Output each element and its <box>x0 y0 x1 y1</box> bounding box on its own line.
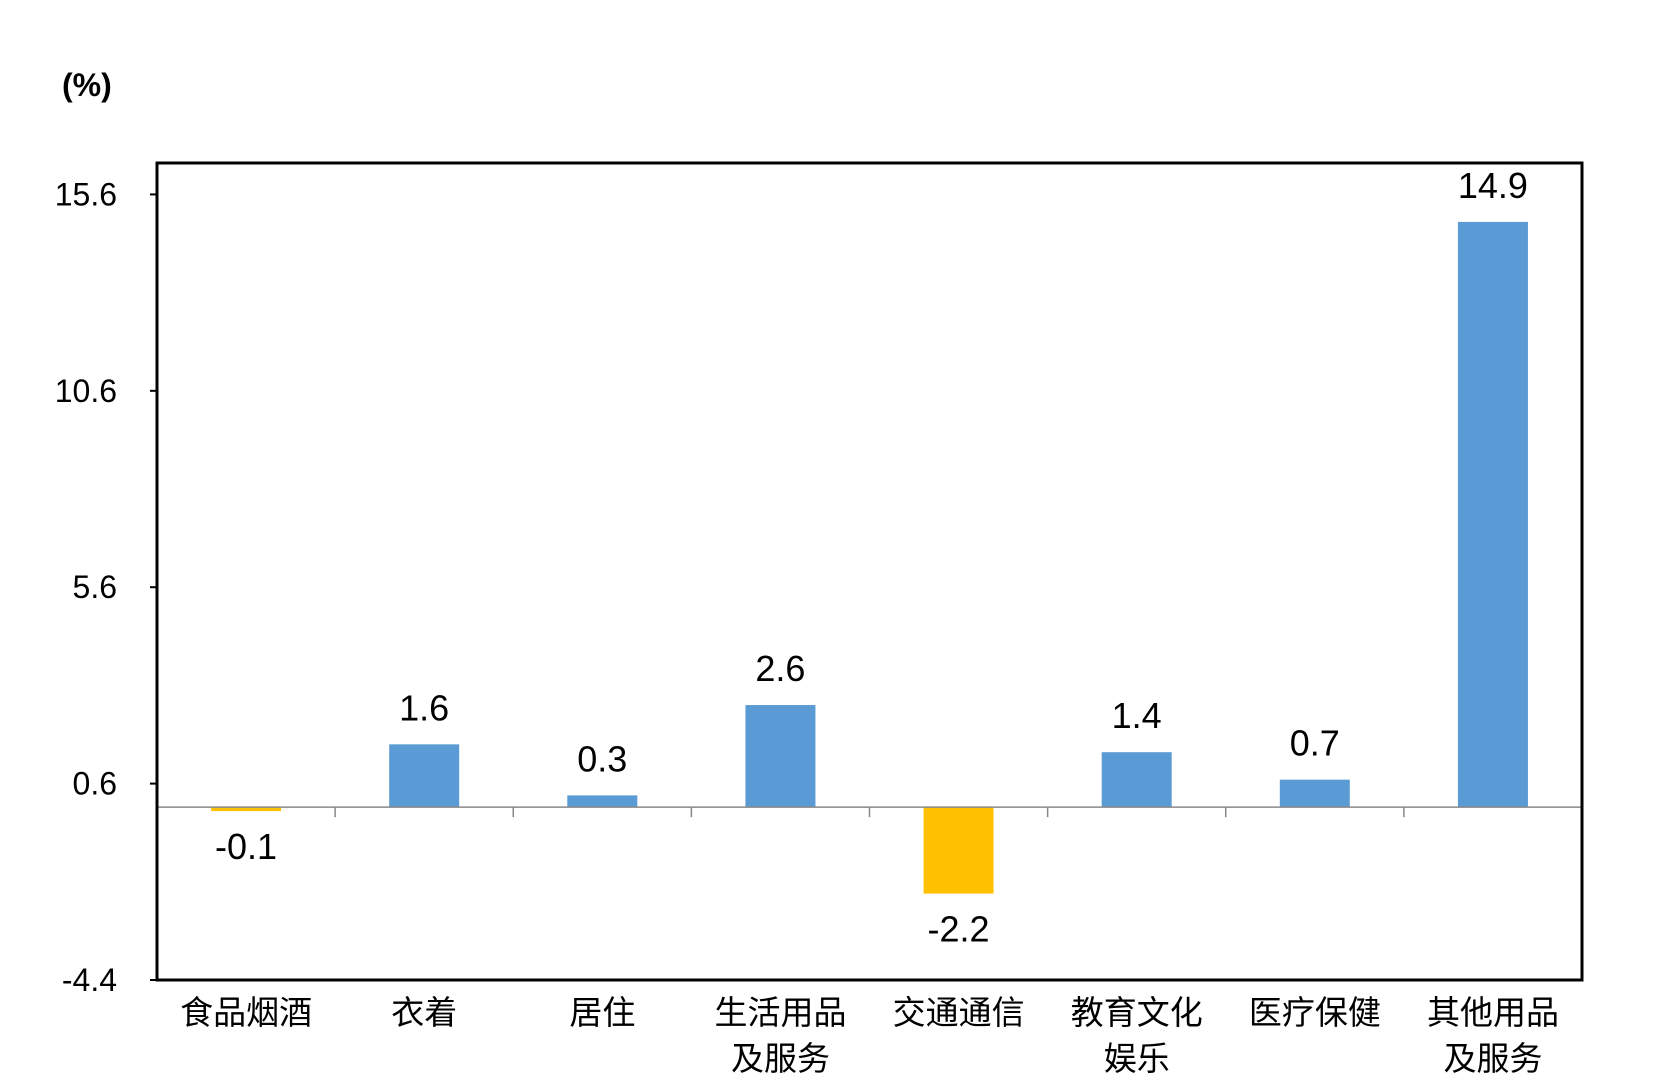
plot-frame <box>155 161 1584 982</box>
y-axis: -4.4 0.6 5.6 10.6 15.6 <box>55 176 157 998</box>
data-label: 1.6 <box>399 687 449 728</box>
bar <box>1279 779 1350 808</box>
category-label: 娱乐 <box>1104 1039 1170 1078</box>
category-label: 及服务 <box>1443 1039 1542 1078</box>
bar <box>567 795 638 808</box>
bar <box>923 807 994 894</box>
category-label: 居住 <box>569 993 635 1032</box>
category-label: 生活用品 <box>714 993 846 1032</box>
data-labels: -0.1 1.6 0.3 2.6 -2.2 1.4 0.7 14.9 <box>215 165 1528 950</box>
unit-label: (%) <box>62 67 112 103</box>
category-ticks <box>334 807 1405 818</box>
bars-group <box>211 221 1528 894</box>
category-label: 其他用品 <box>1427 993 1559 1032</box>
category-label: 食品烟酒 <box>180 993 312 1032</box>
y-tick-label: 5.6 <box>73 569 117 605</box>
bar <box>389 744 460 808</box>
data-label: -0.1 <box>215 826 277 867</box>
bar <box>211 807 282 812</box>
data-label: 0.7 <box>1290 723 1340 764</box>
bar <box>1101 752 1172 808</box>
data-label: 2.6 <box>755 648 805 689</box>
category-label: 交通通信 <box>893 993 1025 1032</box>
y-tick-label: -4.4 <box>62 962 117 998</box>
data-label: 14.9 <box>1458 165 1528 206</box>
bar <box>1457 221 1528 808</box>
category-label: 教育文化 <box>1071 993 1203 1032</box>
bar <box>745 705 816 808</box>
y-tick-label: 15.6 <box>55 176 117 212</box>
y-tick-label: 10.6 <box>55 373 117 409</box>
data-label: 1.4 <box>1112 695 1162 736</box>
data-label: 0.3 <box>577 738 627 779</box>
category-label: 及服务 <box>731 1039 830 1078</box>
category-label: 医疗保健 <box>1249 993 1381 1032</box>
data-label: -2.2 <box>928 909 990 950</box>
y-tick-label: 0.6 <box>73 766 117 802</box>
category-label: 衣着 <box>391 993 457 1032</box>
